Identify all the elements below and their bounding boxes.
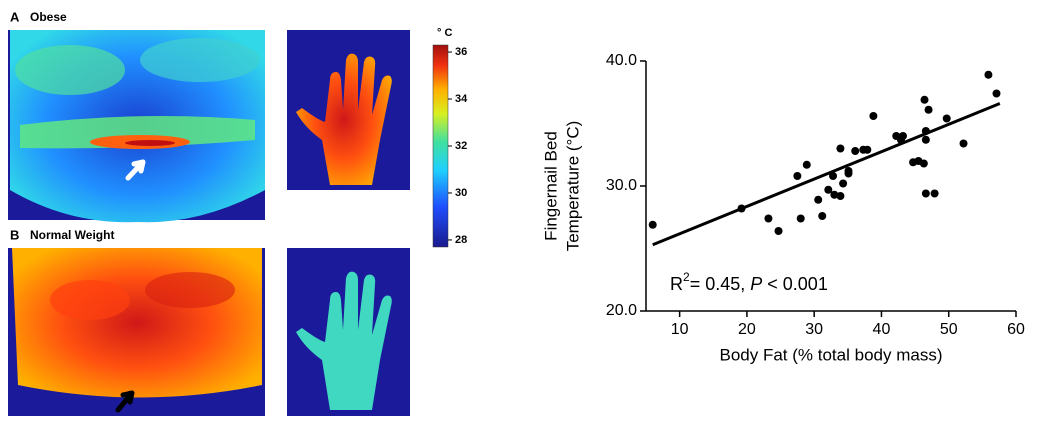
point — [920, 160, 928, 168]
y-axis-label: Fingernail Bed — [541, 131, 560, 241]
point — [803, 161, 811, 169]
y-axis-label: Temperature (°C) — [563, 121, 582, 252]
y-tick-label: 20.0 — [606, 302, 637, 319]
point — [764, 215, 772, 223]
thermal-hand-obese — [287, 30, 410, 190]
point — [844, 167, 852, 175]
point — [869, 112, 877, 120]
point — [839, 180, 847, 188]
point — [863, 146, 871, 154]
x-axis-label: Body Fat (% total body mass) — [720, 345, 943, 364]
annotation: R2= 0.45, P < 0.001 — [670, 270, 828, 294]
point — [836, 192, 844, 200]
point — [922, 127, 930, 135]
figure: A Obese B Normal Weight ° C 28 30 32 34 36 20… — [0, 0, 1042, 416]
point — [797, 215, 805, 223]
colorbar-tick-label: 30 — [455, 187, 467, 199]
colorbar-tick-label: 36 — [455, 46, 467, 58]
point — [899, 132, 907, 140]
panel-letter: A — [10, 9, 20, 24]
thermal-abdomen-obese — [8, 30, 265, 222]
colorbar-tick-label: 34 — [455, 93, 468, 105]
x-tick-label: 20 — [738, 321, 756, 338]
x-tick-label: 30 — [805, 321, 823, 338]
point — [943, 115, 951, 123]
point — [829, 172, 837, 180]
colorbar-tick-label: 28 — [455, 234, 467, 246]
y-tick-label: 40.0 — [606, 52, 637, 69]
point — [925, 106, 933, 114]
point — [649, 221, 657, 229]
point — [738, 205, 746, 213]
thermal-abdomen-normal — [8, 248, 265, 416]
colorbar — [433, 45, 448, 247]
point — [814, 196, 822, 204]
point — [984, 71, 992, 79]
point — [793, 172, 801, 180]
point — [931, 190, 939, 198]
point — [851, 147, 859, 155]
thermal-hand-normal — [287, 248, 410, 416]
annotation-part: P — [750, 274, 762, 294]
colorbar-unit: ° C — [437, 27, 452, 39]
panel-letter: B — [10, 227, 19, 242]
annotation-part: = 0.45, — [690, 274, 751, 294]
panel-label: Normal Weight — [30, 228, 114, 242]
annotation-part: R — [670, 274, 683, 294]
point — [921, 96, 929, 104]
x-tick-label: 50 — [940, 321, 958, 338]
point — [960, 140, 968, 148]
annotation-part: < 0.001 — [762, 274, 828, 294]
point — [775, 227, 783, 235]
panel-label: Obese — [30, 10, 67, 24]
point — [922, 190, 930, 198]
point — [922, 136, 930, 144]
x-tick-label: 40 — [873, 321, 891, 338]
trendline — [653, 104, 1000, 245]
point — [836, 145, 844, 153]
x-tick-label: 60 — [1007, 321, 1025, 338]
point — [992, 90, 1000, 98]
colorbar-tick-label: 32 — [455, 140, 467, 152]
y-tick-label: 30.0 — [606, 177, 637, 194]
point — [818, 212, 826, 220]
x-tick-label: 10 — [671, 321, 689, 338]
